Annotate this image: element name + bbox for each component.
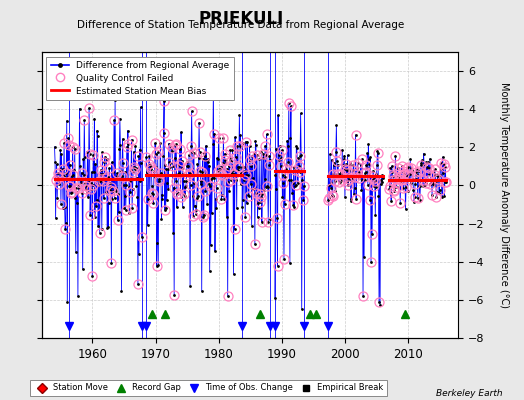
Text: Berkeley Earth: Berkeley Earth [436, 389, 503, 398]
Legend: Difference from Regional Average, Quality Control Failed, Estimated Station Mean: Difference from Regional Average, Qualit… [47, 56, 234, 100]
Legend: Station Move, Record Gap, Time of Obs. Change, Empirical Break: Station Move, Record Gap, Time of Obs. C… [30, 380, 387, 396]
Text: PRIEKULI: PRIEKULI [199, 10, 283, 28]
Text: Difference of Station Temperature Data from Regional Average: Difference of Station Temperature Data f… [78, 20, 405, 30]
Y-axis label: Monthly Temperature Anomaly Difference (°C): Monthly Temperature Anomaly Difference (… [499, 82, 509, 308]
